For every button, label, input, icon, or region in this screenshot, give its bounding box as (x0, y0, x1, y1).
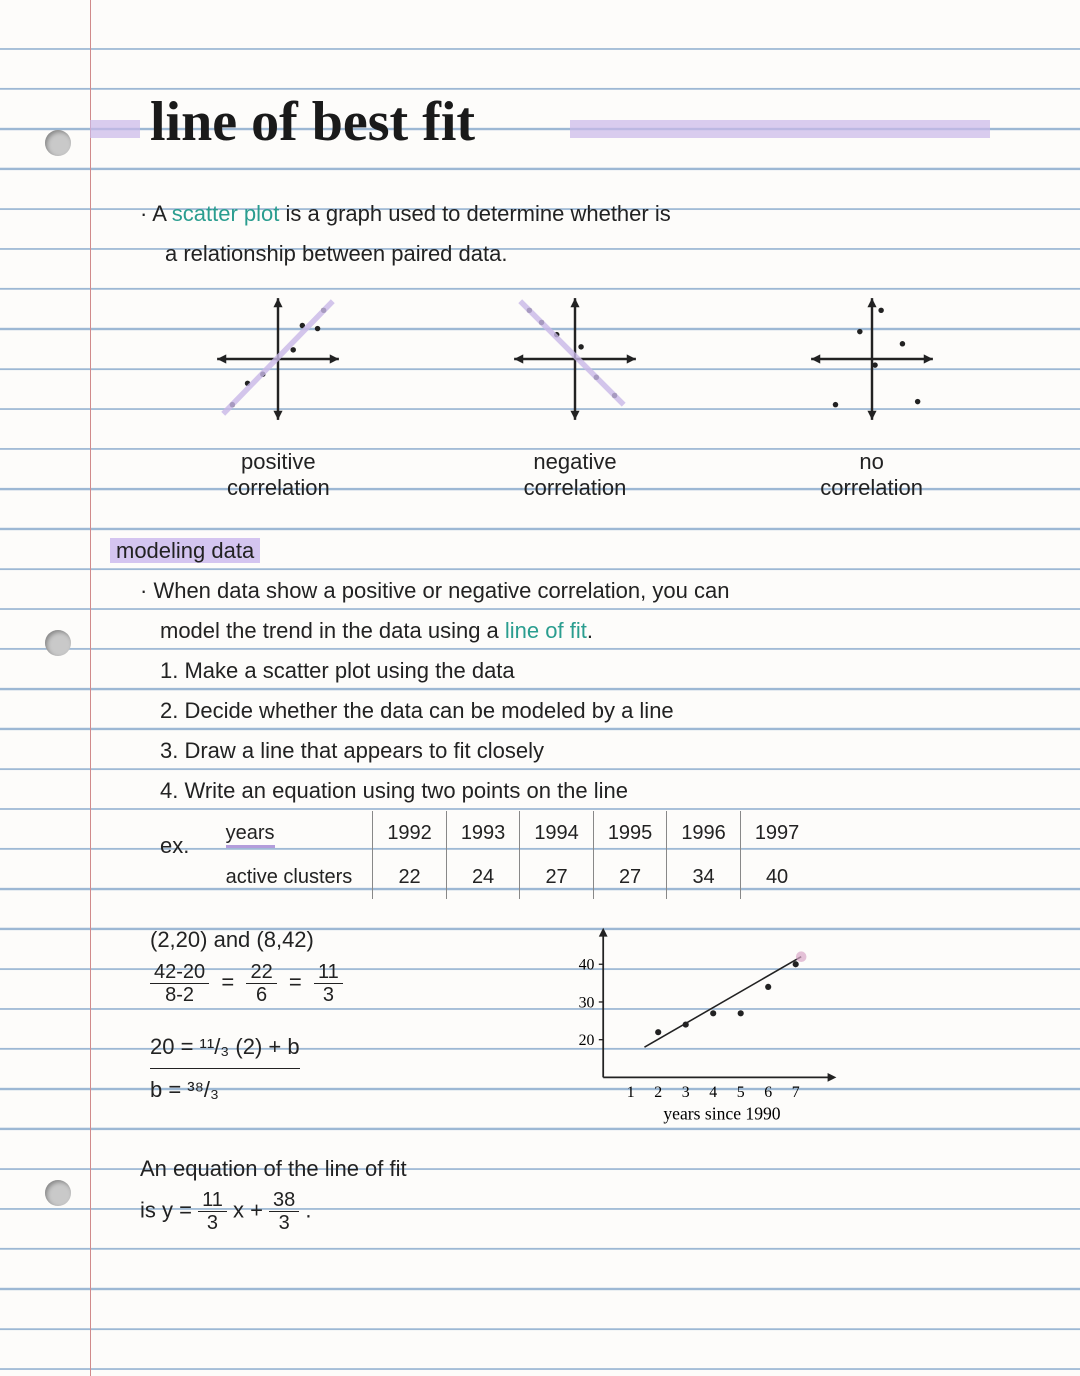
example-row: ex. years 1992 1993 1994 1995 1996 1997 … (110, 811, 1040, 899)
row-label-clusters: active clusters (212, 855, 373, 899)
punch-hole (45, 630, 71, 656)
page-title: line of best fit (110, 90, 1040, 154)
title-highlight-right (570, 120, 990, 138)
calculation-block: (2,20) and (8,42) 42-208-2 = 226 = 113 2… (110, 919, 530, 1139)
svg-text:7: 7 (792, 1084, 800, 1101)
calc-substitution: 20 = ¹¹/₃ (2) + b (150, 1026, 300, 1069)
svg-text:30: 30 (579, 994, 595, 1011)
svg-text:40: 40 (579, 957, 595, 974)
svg-text:5: 5 (737, 1084, 745, 1101)
title-text: line of best fit (150, 91, 475, 153)
row-label-years: years (226, 822, 275, 848)
positive-label: positive correlation (168, 449, 388, 501)
worked-example-row: (2,20) and (8,42) 42-208-2 = 226 = 113 2… (110, 919, 1040, 1139)
conclusion-line-1: An equation of the line of fit (110, 1149, 1040, 1189)
svg-text:1: 1 (627, 1084, 635, 1101)
step-1: 1. Make a scatter plot using the data (110, 651, 1040, 691)
calc-b-value: b = ³⁸/₃ (150, 1069, 530, 1111)
correlation-labels: positive correlation negative correlatio… (130, 449, 1020, 501)
term-scatter-plot: scatter plot (172, 201, 280, 226)
none-label: no correlation (762, 449, 982, 501)
correlation-diagrams (130, 289, 1020, 439)
svg-text:20: 20 (579, 1032, 595, 1049)
table-row: years 1992 1993 1994 1995 1996 1997 (212, 811, 814, 855)
title-highlight-left (90, 120, 140, 138)
svg-text:4: 4 (709, 1084, 717, 1101)
punch-hole (45, 130, 71, 156)
section-heading: modeling data (110, 531, 1040, 571)
example-scatter-chart: 20 30 40 1 2 3 4 5 6 7 years since 1990 (530, 919, 870, 1139)
negative-label: negative correlation (465, 449, 685, 501)
svg-text:3: 3 (682, 1084, 690, 1101)
negative-correlation-plot (475, 289, 675, 429)
no-correlation-plot (772, 289, 972, 429)
modeling-line-2: model the trend in the data using a line… (110, 611, 1040, 651)
conclusion-line-2: is y = 113 x + 383 . (110, 1189, 1040, 1234)
punch-hole (45, 1180, 71, 1206)
intro-line-1: · A scatter plot is a graph used to dete… (110, 194, 1040, 234)
page-content: line of best fit · A scatter plot is a g… (110, 90, 1040, 1234)
svg-text:years since 1990: years since 1990 (663, 1104, 780, 1124)
margin-rule (90, 0, 91, 1376)
term-line-of-fit: line of fit (505, 618, 587, 643)
svg-text:2: 2 (654, 1084, 662, 1101)
section-heading-text: modeling data (110, 538, 260, 563)
intro-line-2: a relationship between paired data. (110, 234, 1040, 274)
calc-slope: 42-208-2 = 226 = 113 (150, 961, 530, 1006)
svg-text:6: 6 (764, 1084, 772, 1101)
example-label: ex. (160, 833, 189, 858)
calc-points: (2,20) and (8,42) (150, 919, 530, 961)
modeling-line-1: · When data show a positive or negative … (110, 571, 1040, 611)
positive-correlation-plot (178, 289, 378, 429)
step-4: 4. Write an equation using two points on… (110, 771, 1040, 811)
step-3: 3. Draw a line that appears to fit close… (110, 731, 1040, 771)
table-row: active clusters 22 24 27 27 34 40 (212, 855, 814, 899)
step-2: 2. Decide whether the data can be modele… (110, 691, 1040, 731)
example-table: years 1992 1993 1994 1995 1996 1997 acti… (212, 811, 814, 899)
